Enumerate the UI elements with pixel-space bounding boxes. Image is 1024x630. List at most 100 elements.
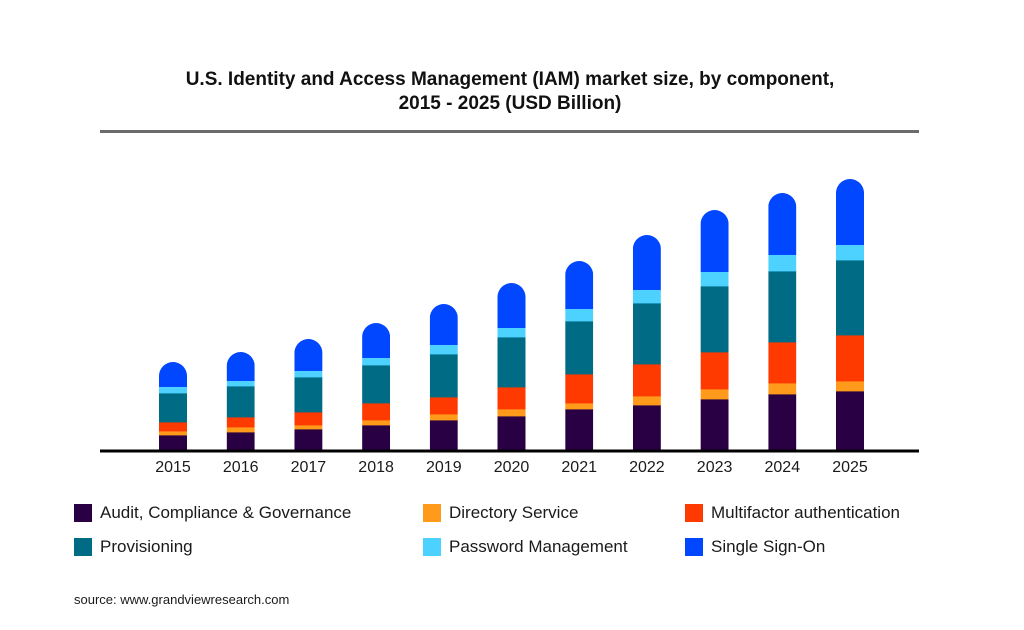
bar-segment-multifactor-authentication-2024 xyxy=(768,342,797,384)
bar-segment-audit-compliance-governance-2025 xyxy=(836,391,864,450)
bar-segment-provisioning-2020 xyxy=(497,337,526,388)
bar-segment-password-management-2021 xyxy=(565,309,594,322)
bar-segment-provisioning-2021 xyxy=(565,321,594,375)
bar-segment-password-management-2022 xyxy=(632,290,661,304)
x-tick-label-2024: 2024 xyxy=(765,459,801,476)
legend-label: Single Sign-On xyxy=(711,537,826,556)
bar-stack-2020 xyxy=(497,283,526,450)
bar-segment-directory-service-2023 xyxy=(700,389,729,400)
bar-segment-single-sign-on-2025 xyxy=(836,179,864,245)
bar-stack-2015 xyxy=(159,362,187,450)
bar-stack-2016 xyxy=(226,352,255,450)
bar-segment-multifactor-authentication-2023 xyxy=(700,352,729,390)
chart-title: U.S. Identity and Access Management (IAM… xyxy=(100,68,920,116)
bar-segment-directory-service-2018 xyxy=(362,420,391,426)
bar-segment-directory-service-2015 xyxy=(159,431,187,436)
bar-segment-directory-service-2020 xyxy=(497,409,526,417)
bar-segment-audit-compliance-governance-2018 xyxy=(362,425,391,450)
bar-stack-2022 xyxy=(632,235,661,450)
bar-segment-provisioning-2022 xyxy=(632,303,661,365)
bar-segment-single-sign-on-2022 xyxy=(632,235,661,290)
legend-item-sso: Single Sign-On xyxy=(685,536,825,558)
bar-segment-directory-service-2024 xyxy=(768,383,797,395)
bar-stack-2017 xyxy=(294,339,323,450)
x-tick-label-2025: 2025 xyxy=(832,459,868,476)
legend-swatch-directory xyxy=(423,504,441,522)
bar-segment-provisioning-2019 xyxy=(429,354,458,398)
x-tick-label-2023: 2023 xyxy=(697,459,733,476)
x-tick-label-2022: 2022 xyxy=(629,459,665,476)
bar-segment-single-sign-on-2024 xyxy=(768,193,797,255)
bar-segment-multifactor-authentication-2018 xyxy=(362,403,391,421)
legend-item-password: Password Management xyxy=(423,536,628,558)
bar-segment-directory-service-2025 xyxy=(836,381,864,392)
legend-swatch-sso xyxy=(685,538,703,556)
legend-label: Password Management xyxy=(449,537,628,556)
bar-segment-password-management-2019 xyxy=(429,345,458,355)
bar-segment-audit-compliance-governance-2016 xyxy=(226,432,255,450)
bar-segment-provisioning-2015 xyxy=(159,393,187,423)
legend-swatch-multifactor xyxy=(685,504,703,522)
bar-segment-multifactor-authentication-2020 xyxy=(497,387,526,410)
x-axis-ticks: 2015 2016 2017 2018 2019 2020 2021 2022 2023 2024… xyxy=(155,459,868,476)
bar-segment-password-management-2015 xyxy=(159,387,187,394)
title-divider xyxy=(100,130,919,133)
legend-item-multifactor: Multifactor authentication xyxy=(685,502,900,524)
bar-segment-directory-service-2022 xyxy=(632,396,661,406)
bar-stack-2021 xyxy=(565,261,594,450)
bar-segment-directory-service-2021 xyxy=(565,403,594,410)
bar-segment-multifactor-authentication-2022 xyxy=(632,364,661,397)
bar-segment-provisioning-2024 xyxy=(768,271,797,343)
bar-segment-audit-compliance-governance-2015 xyxy=(159,435,187,450)
legend: Audit, Compliance & Governance Directory… xyxy=(74,502,974,572)
bar-segment-multifactor-authentication-2019 xyxy=(429,397,458,415)
bar-segment-audit-compliance-governance-2017 xyxy=(294,429,323,450)
bar-segment-provisioning-2018 xyxy=(362,365,391,404)
legend-swatch-audit xyxy=(74,504,92,522)
bar-segment-password-management-2016 xyxy=(226,381,255,387)
bar-stack-2023 xyxy=(700,210,729,450)
bar-segment-audit-compliance-governance-2022 xyxy=(632,405,661,450)
bar-segment-single-sign-on-2017 xyxy=(294,339,323,371)
bar-segment-provisioning-2025 xyxy=(836,260,864,336)
bar-segment-audit-compliance-governance-2020 xyxy=(497,416,526,450)
legend-item-audit: Audit, Compliance & Governance xyxy=(74,502,351,524)
bar-segment-password-management-2024 xyxy=(768,255,797,272)
bar-segment-single-sign-on-2020 xyxy=(497,283,526,328)
x-tick-label-2020: 2020 xyxy=(494,459,530,476)
bars-group xyxy=(159,179,864,451)
bar-segment-single-sign-on-2023 xyxy=(700,210,729,272)
bar-segment-multifactor-authentication-2015 xyxy=(159,422,187,432)
bar-segment-directory-service-2019 xyxy=(429,414,458,421)
bar-segment-audit-compliance-governance-2019 xyxy=(429,420,458,450)
x-tick-label-2018: 2018 xyxy=(358,459,394,476)
bar-segment-password-management-2020 xyxy=(497,328,526,338)
bar-segment-single-sign-on-2021 xyxy=(565,261,594,309)
bar-segment-single-sign-on-2016 xyxy=(226,352,255,381)
legend-label: Multifactor authentication xyxy=(711,503,900,522)
bar-segment-directory-service-2017 xyxy=(294,425,323,430)
bar-segment-multifactor-authentication-2025 xyxy=(836,335,864,382)
chart-title-line-2: 2015 - 2025 (USD Billion) xyxy=(398,93,622,114)
bar-segment-provisioning-2017 xyxy=(294,377,323,413)
source-note: source: www.grandviewresearch.com xyxy=(74,592,290,607)
bar-stack-2025 xyxy=(836,179,864,450)
bar-segment-audit-compliance-governance-2023 xyxy=(700,399,729,450)
legend-label: Audit, Compliance & Governance xyxy=(100,503,352,522)
legend-item-directory: Directory Service xyxy=(423,502,578,524)
chart-title-line-1: U.S. Identity and Access Management (IAM… xyxy=(185,69,835,90)
bar-segment-provisioning-2023 xyxy=(700,286,729,353)
bar-stack-2024 xyxy=(768,193,797,451)
bar-segment-password-management-2023 xyxy=(700,272,729,287)
legend-item-provisioning: Provisioning xyxy=(74,536,193,558)
x-tick-label-2021: 2021 xyxy=(561,459,597,476)
x-tick-label-2015: 2015 xyxy=(155,459,191,476)
legend-label: Provisioning xyxy=(100,537,193,556)
bar-segment-audit-compliance-governance-2021 xyxy=(565,409,594,450)
bar-segment-password-management-2017 xyxy=(294,371,323,378)
bar-segment-multifactor-authentication-2021 xyxy=(565,374,594,404)
legend-swatch-provisioning xyxy=(74,538,92,556)
bar-segment-multifactor-authentication-2017 xyxy=(294,412,323,426)
bar-segment-directory-service-2016 xyxy=(226,427,255,433)
